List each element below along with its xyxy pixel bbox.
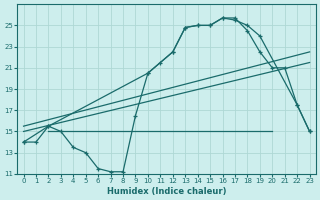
X-axis label: Humidex (Indice chaleur): Humidex (Indice chaleur) bbox=[107, 187, 226, 196]
